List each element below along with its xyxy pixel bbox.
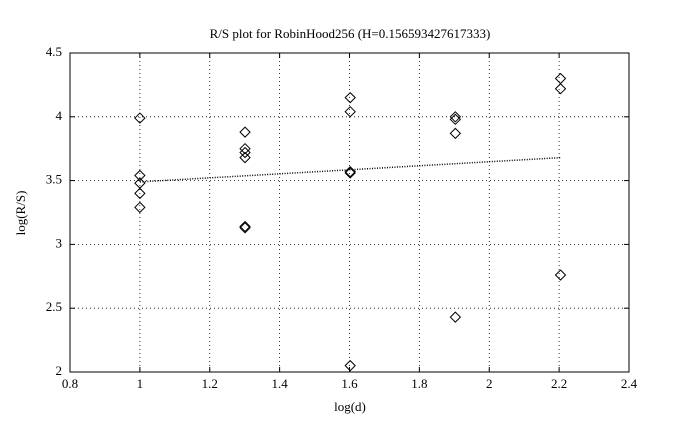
data-point xyxy=(344,105,356,118)
y-axis-label: log(R/S) xyxy=(13,191,28,236)
data-point xyxy=(239,126,251,138)
data-point xyxy=(344,359,356,372)
data-point xyxy=(239,142,251,155)
x-tick-label: 1.6 xyxy=(341,376,358,391)
data-point xyxy=(449,113,462,126)
plot-frame xyxy=(69,52,630,373)
y-tick-label: 2 xyxy=(56,363,63,378)
y-tick-label: 3 xyxy=(56,235,63,250)
data-point xyxy=(134,187,146,200)
x-tick-label: 1.8 xyxy=(411,376,427,391)
data-point xyxy=(344,165,356,178)
data-point xyxy=(449,311,462,323)
data-point xyxy=(239,222,251,234)
data-point xyxy=(554,83,567,95)
data-point xyxy=(239,220,251,233)
x-tick-label: 1 xyxy=(137,376,144,391)
y-tick-label: 4 xyxy=(56,108,63,123)
y-tick-label: 2.5 xyxy=(46,299,62,314)
x-tick-label: 0.8 xyxy=(62,376,78,391)
y-tick-label: 4.5 xyxy=(46,44,62,59)
data-point xyxy=(134,112,146,124)
data-point xyxy=(449,111,462,123)
x-tick-label: 2.4 xyxy=(621,376,638,391)
data-point xyxy=(134,201,146,214)
data-point xyxy=(239,151,251,164)
x-tick-label: 1.2 xyxy=(202,376,218,391)
chart-title: R/S plot for RobinHood256 (H=0.156593427… xyxy=(210,26,491,41)
x-tick-label: 2 xyxy=(486,376,493,391)
x-axis-label: log(d) xyxy=(334,399,366,414)
y-tick-label: 3.5 xyxy=(46,172,62,187)
data-point xyxy=(344,91,356,104)
data-point xyxy=(449,127,462,140)
x-tick-label: 2.2 xyxy=(551,376,567,391)
data-point xyxy=(344,167,356,179)
data-point xyxy=(134,169,146,182)
x-tick-label: 1.4 xyxy=(272,376,289,391)
fit-line xyxy=(139,156,561,183)
data-point xyxy=(554,269,567,281)
data-point xyxy=(239,146,251,159)
